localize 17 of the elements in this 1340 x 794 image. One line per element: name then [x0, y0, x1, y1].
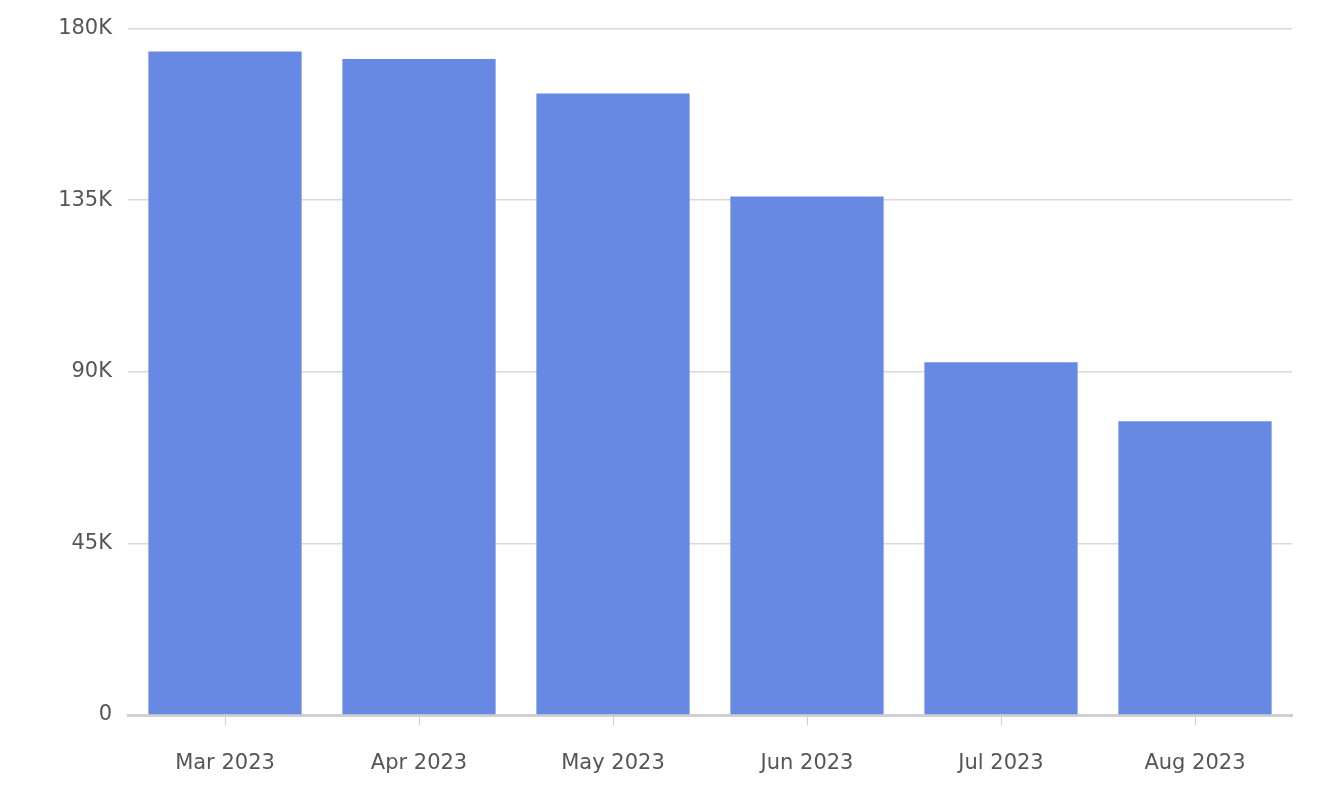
x-tick-label: May 2023 — [561, 750, 665, 775]
bar — [730, 196, 884, 715]
bar — [536, 93, 690, 715]
bar — [342, 59, 496, 715]
y-tick-label: 90K — [71, 358, 114, 383]
y-tick-label: 0 — [98, 701, 112, 726]
y-tick-label: 135K — [58, 186, 114, 211]
y-tick-label: 180K — [58, 15, 114, 40]
x-tick-label: Mar 2023 — [175, 750, 275, 775]
x-tick-label: Apr 2023 — [370, 750, 468, 775]
x-tick-label: Aug 2023 — [1144, 750, 1246, 775]
x-tick-label: Jun 2023 — [758, 750, 854, 775]
bar — [148, 51, 302, 715]
bar — [1118, 421, 1272, 715]
x-tick-label: Jul 2023 — [956, 750, 1044, 775]
y-tick-label: 45K — [71, 529, 114, 554]
bar — [924, 362, 1078, 715]
